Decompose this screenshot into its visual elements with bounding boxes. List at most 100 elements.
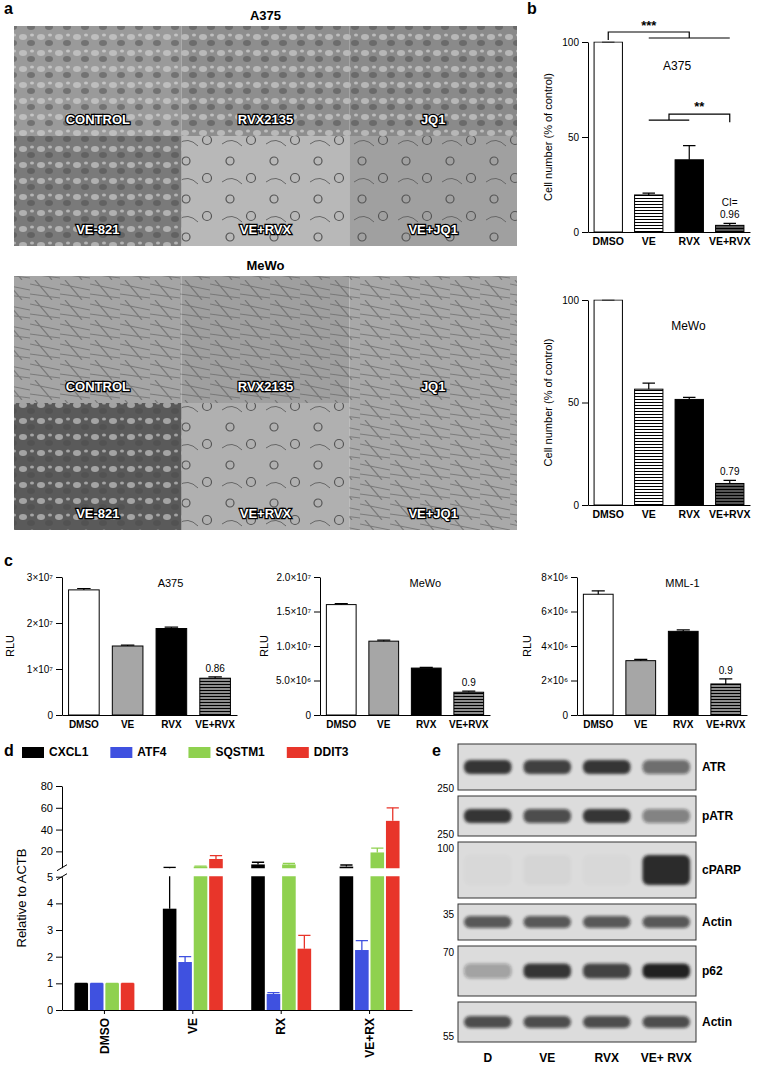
bar	[69, 590, 100, 715]
tick: VE+RX	[363, 1010, 377, 1058]
chart: 01×10⁷2×10⁷3×10⁷DMSOVERVXVE+RVXRLUA3750.…	[4, 572, 238, 730]
tick-mark	[582, 137, 588, 138]
bar	[200, 678, 231, 715]
panel-label: e	[432, 742, 441, 759]
tick-label: 50	[568, 397, 580, 408]
tick-mark	[582, 42, 588, 43]
micrograph	[182, 403, 350, 530]
tick: 4×10⁶	[541, 641, 577, 652]
tick: 5	[47, 871, 62, 883]
error-cap	[340, 864, 352, 865]
tick: 50	[568, 397, 588, 408]
tick-label: DMSO	[326, 719, 356, 730]
blot-band	[583, 855, 631, 885]
bar-clip	[90, 983, 104, 1010]
bar	[635, 195, 663, 232]
micrograph-label: RVX2135	[238, 379, 293, 394]
tick-label: DMSO	[98, 1018, 112, 1054]
bar	[178, 871, 192, 1010]
bar-segment	[194, 876, 208, 1010]
micrograph-texture	[349, 136, 517, 246]
bar	[112, 646, 143, 715]
blot-band	[464, 916, 512, 928]
blot-lane-label: VE+ RVX	[641, 1051, 692, 1065]
bar	[716, 483, 744, 505]
error-bar	[340, 810, 352, 867]
tick: 6×10⁶	[541, 606, 577, 617]
error-clip	[252, 862, 264, 864]
bar-clip	[371, 852, 385, 868]
micrograph-texture	[14, 403, 182, 530]
micrograph	[349, 136, 517, 246]
error-bar	[335, 604, 348, 605]
bar-clip	[282, 876, 296, 1010]
blot-strip	[458, 796, 696, 836]
tick-label: VE+RVX	[709, 508, 751, 520]
bar-segment	[340, 867, 354, 869]
micrograph-image	[14, 26, 182, 136]
bar-clip	[251, 876, 265, 1010]
bar-clip	[105, 983, 119, 1010]
micrograph-label: RVX2135	[238, 112, 293, 127]
bar	[121, 872, 135, 1010]
error-bar	[462, 691, 475, 692]
bar	[194, 850, 208, 1010]
tick: 3×10⁷	[27, 572, 62, 583]
blot-band	[523, 1016, 571, 1028]
error-bar	[91, 872, 103, 983]
legend-label: CXCL1	[49, 745, 89, 759]
chart-title: A375	[663, 59, 691, 73]
bar-clip	[194, 867, 208, 869]
tick-mark	[56, 903, 62, 904]
bar	[355, 871, 369, 1010]
error-cap	[724, 223, 736, 224]
legend-label: ATF4	[137, 745, 166, 759]
panel-label: c	[4, 552, 13, 569]
chart-title: MML-1	[665, 577, 699, 589]
y-axis: 05.0×10⁶1.0×10⁷1.5×10⁷2.0×10⁷	[276, 572, 320, 721]
chart: 05.0×10⁶1.0×10⁷1.5×10⁷2.0×10⁷DMSOVERVXVE…	[258, 572, 491, 730]
error-bar	[252, 743, 264, 864]
tick: DMSO	[69, 715, 99, 730]
error-cap	[252, 862, 264, 863]
tick-label: 2	[47, 951, 53, 963]
significance-label: ***	[641, 18, 657, 33]
error-cap	[335, 603, 348, 604]
error-clip	[340, 865, 352, 867]
error-bar	[724, 480, 736, 483]
error-clip	[106, 983, 118, 984]
micrograph-label: VE-821	[76, 222, 119, 237]
tick: 0	[305, 710, 320, 721]
micrograph-texture	[182, 26, 350, 136]
error-cap	[121, 644, 134, 645]
tick-mark	[56, 808, 62, 809]
blot-lane-label: D	[483, 1051, 492, 1065]
error-line	[304, 935, 305, 948]
micrograph-label: VE-821	[76, 506, 119, 521]
blot-band	[642, 760, 690, 774]
tick-mark	[582, 300, 588, 301]
tick-mark	[571, 715, 577, 716]
tick-mark	[56, 1010, 62, 1011]
error-line	[169, 876, 170, 908]
tick: 0	[573, 227, 588, 238]
error-cap	[371, 847, 383, 848]
blot-band	[523, 855, 571, 885]
axis-line	[320, 578, 321, 716]
blot-lane-label: VE	[539, 1051, 555, 1065]
tick: 2	[47, 951, 62, 963]
tick: 1.5×10⁷	[277, 606, 320, 617]
tick: RX	[274, 1010, 288, 1035]
tick-mark	[571, 681, 577, 682]
blot-band	[642, 809, 690, 823]
blot-row-label: ATR	[702, 760, 726, 774]
micrograph-image	[182, 276, 350, 403]
y-axis: 02×10⁶4×10⁶6×10⁶8×10⁶	[541, 572, 577, 721]
micrograph-texture	[182, 403, 350, 530]
error-line	[689, 146, 690, 160]
y-axis: 050100	[562, 37, 588, 238]
error-clip	[371, 848, 383, 852]
micrograph-label: CONTROL	[66, 379, 130, 394]
western-blot: ATR250pATR250cPARP100Actin35p6270Actin55…	[437, 744, 741, 1065]
error-line	[648, 383, 649, 389]
